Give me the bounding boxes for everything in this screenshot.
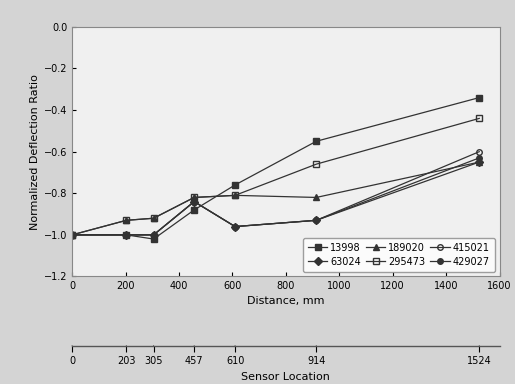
415021 xyxy=(123,233,129,237)
Line: 13998: 13998 xyxy=(70,95,482,242)
415021 xyxy=(476,149,483,154)
Line: 429027: 429027 xyxy=(70,155,482,238)
189020 xyxy=(69,233,75,237)
13998 xyxy=(123,233,129,237)
13998 xyxy=(69,233,75,237)
63024 xyxy=(123,233,129,237)
Line: 295473: 295473 xyxy=(70,116,482,238)
63024 xyxy=(191,199,197,204)
415021 xyxy=(69,233,75,237)
63024 xyxy=(313,218,319,223)
189020 xyxy=(476,160,483,164)
X-axis label: Sensor Location: Sensor Location xyxy=(242,372,330,382)
13998 xyxy=(313,139,319,144)
189020 xyxy=(191,195,197,200)
415021 xyxy=(150,233,157,237)
13998 xyxy=(191,208,197,212)
Line: 415021: 415021 xyxy=(70,149,482,238)
Line: 189020: 189020 xyxy=(70,159,482,238)
295473 xyxy=(232,193,238,198)
295473 xyxy=(123,218,129,223)
13998 xyxy=(150,237,157,242)
415021 xyxy=(191,199,197,204)
295473 xyxy=(313,162,319,167)
295473 xyxy=(191,195,197,200)
295473 xyxy=(69,233,75,237)
Y-axis label: Normalized Deflection Ratio: Normalized Deflection Ratio xyxy=(29,74,40,230)
429027 xyxy=(191,199,197,204)
63024 xyxy=(232,224,238,229)
415021 xyxy=(313,218,319,223)
429027 xyxy=(150,233,157,237)
13998 xyxy=(476,95,483,100)
429027 xyxy=(69,233,75,237)
189020 xyxy=(123,218,129,223)
189020 xyxy=(313,195,319,200)
63024 xyxy=(150,233,157,237)
429027 xyxy=(476,156,483,160)
Legend: 13998, 63024, 189020, 295473, 415021, 429027: 13998, 63024, 189020, 295473, 415021, 42… xyxy=(303,238,495,271)
63024 xyxy=(476,160,483,164)
295473 xyxy=(476,116,483,121)
X-axis label: Distance, mm: Distance, mm xyxy=(247,296,324,306)
Line: 63024: 63024 xyxy=(70,159,482,238)
13998 xyxy=(232,183,238,187)
189020 xyxy=(232,193,238,198)
429027 xyxy=(232,224,238,229)
63024 xyxy=(69,233,75,237)
295473 xyxy=(150,216,157,220)
415021 xyxy=(232,224,238,229)
429027 xyxy=(313,218,319,223)
189020 xyxy=(150,216,157,220)
429027 xyxy=(123,233,129,237)
